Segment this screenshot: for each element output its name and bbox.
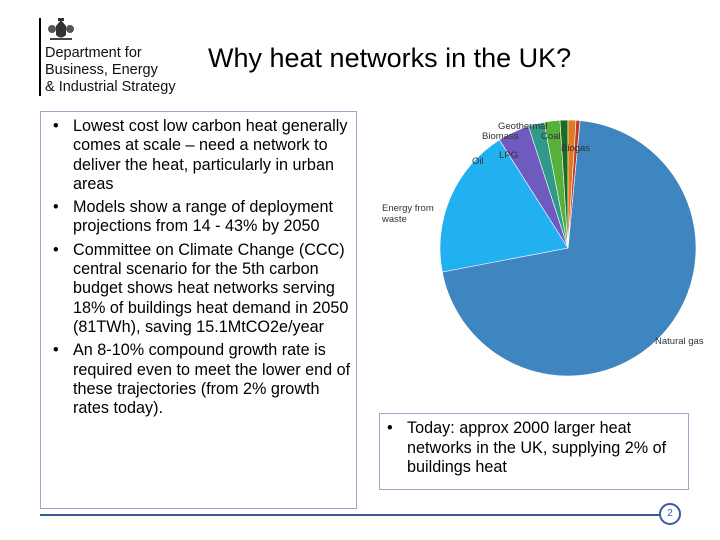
slice-label-energy-from-waste: waste (381, 214, 407, 225)
bullet-item: • Lowest cost low carbon heat generally c… (53, 117, 357, 194)
department-logo: Department for Business, Energy & Indust… (37, 18, 187, 98)
footer-rule (40, 514, 663, 516)
right-text-box (379, 413, 689, 490)
slice-label-natural-gas: Natural gas (655, 336, 704, 347)
slice-label-geothermal: Geothermal (498, 121, 548, 132)
logo-rule (39, 18, 41, 96)
royal-coat-of-arms-icon (48, 18, 74, 40)
left-text-box (40, 111, 357, 509)
page-number: 2 (659, 503, 681, 525)
bullet-text: Committee on Climate Change (CCC) centra… (73, 240, 349, 336)
bullet-dot: • (53, 198, 59, 217)
slice-label-energy-from-waste: Energy from (382, 203, 434, 214)
left-bullet-list: • Lowest cost low carbon heat generally c… (53, 117, 357, 422)
department-name: Department for Business, Energy & Indust… (45, 45, 176, 96)
bullet-text: An 8-10% compound growth rate is require… (73, 341, 351, 418)
dept-line-2: Business, Energy (45, 62, 158, 78)
dept-line-3: & Industrial Strategy (45, 79, 176, 95)
right-bullet: • Today: approx 2000 larger heat network… (387, 419, 687, 478)
slice-label-biogas: Biogas (561, 143, 590, 154)
slide-title: Why heat networks in the UK? (208, 43, 572, 73)
slice-label-biomass: Biomass (482, 131, 519, 142)
dept-line-1: Department for (45, 45, 142, 61)
slice-label-coal: Coal (541, 131, 561, 142)
slice-label-lpg: LPG (499, 150, 518, 161)
right-bullet-text: Today: approx 2000 larger heat networks … (407, 419, 667, 476)
bullet-item: • An 8-10% compound growth rate is requir… (53, 341, 357, 418)
pie-slice-natural-gas (441, 120, 697, 377)
bullet-dot: • (53, 117, 59, 135)
pie-slice-energy-from-waste (439, 139, 569, 273)
bullet-dot: • (53, 341, 59, 360)
bullet-item: • Committee on Climate Change (CCC) centr… (53, 241, 357, 337)
bullet-text: Models show a range of deployment projec… (73, 198, 334, 236)
bullet-text: Lowest cost low carbon heat generally co… (73, 117, 348, 193)
bullet-item: • Models show a range of deployment proje… (53, 198, 357, 237)
slice-label-oil: Oil (472, 156, 484, 167)
bullet-dot: • (387, 419, 393, 437)
bullet-dot: • (53, 240, 59, 259)
pie-slice-biogas (567, 119, 581, 249)
